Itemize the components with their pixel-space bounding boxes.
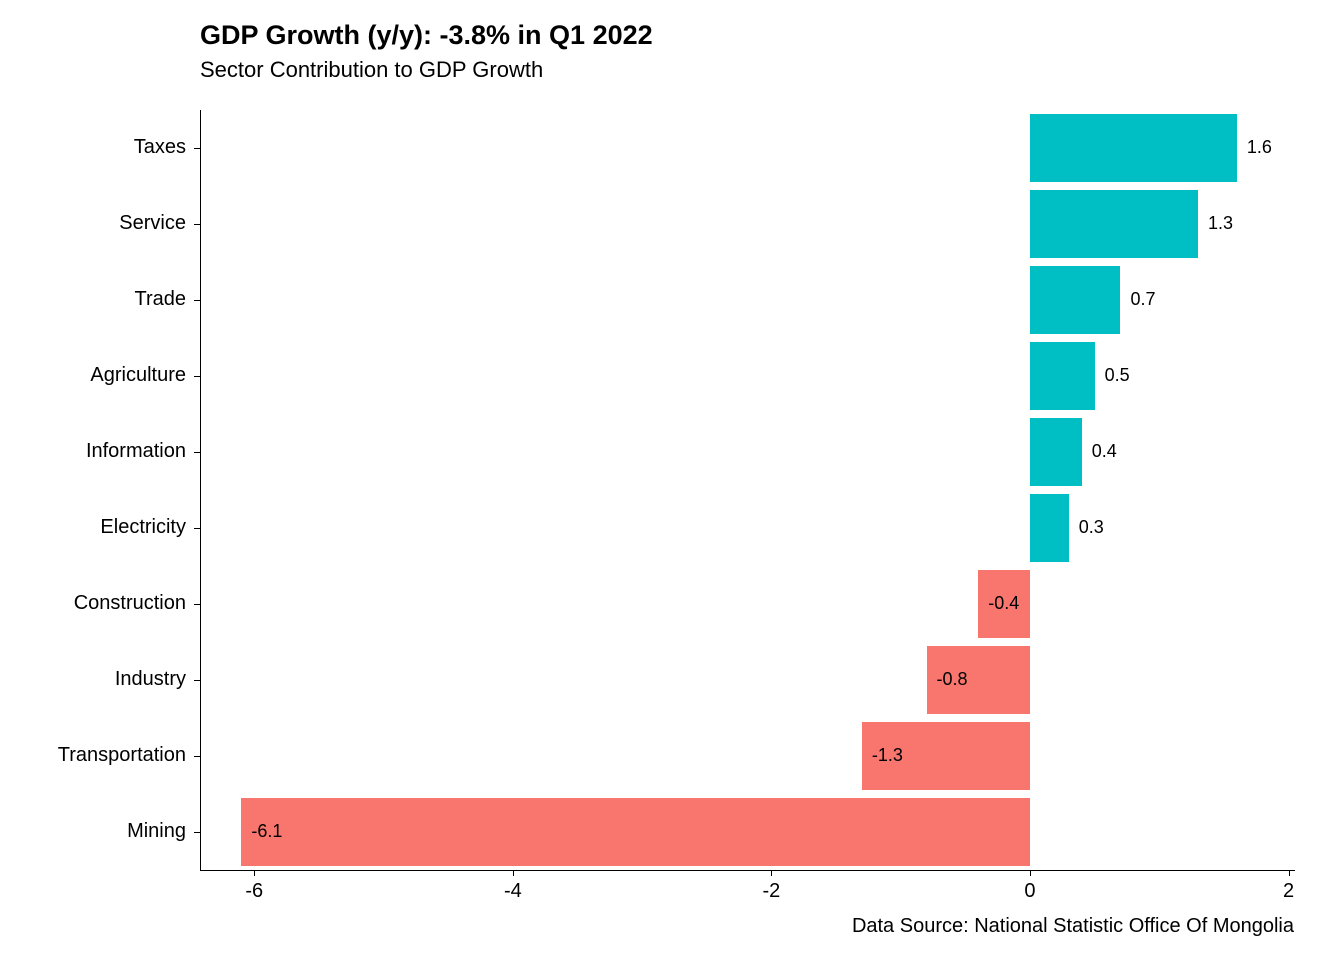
bar-value-label: -6.1 [251,821,282,842]
x-tick-mark [1289,870,1290,876]
bar [1030,342,1095,410]
bar-value-label: -0.8 [937,669,968,690]
bar-value-label: -1.3 [872,745,903,766]
x-tick-label: 0 [980,880,1080,903]
y-tick-mark [194,528,200,529]
x-tick-label: 2 [1239,880,1339,903]
chart-title: GDP Growth (y/y): -3.8% in Q1 2022 [200,20,653,51]
x-tick-mark [254,870,255,876]
y-tick-label: Construction [0,592,186,615]
y-tick-mark [194,148,200,149]
x-tick-mark [513,870,514,876]
y-tick-mark [194,832,200,833]
y-tick-mark [194,300,200,301]
bar [1030,190,1198,258]
bar [1030,114,1237,182]
x-tick-mark [771,870,772,876]
bar [1030,418,1082,486]
y-tick-mark [194,756,200,757]
bar [1030,494,1069,562]
bar-value-label: 0.3 [1079,517,1104,538]
y-tick-mark [194,224,200,225]
gdp-sector-chart: GDP Growth (y/y): -3.8% in Q1 2022 Secto… [0,0,1344,960]
chart-subtitle: Sector Contribution to GDP Growth [200,57,543,83]
y-tick-label: Trade [0,288,186,311]
x-tick-label: -4 [463,880,563,903]
bar [241,798,1030,866]
y-tick-label: Service [0,212,186,235]
y-tick-mark [194,680,200,681]
bar-value-label: 1.3 [1208,213,1233,234]
x-tick-label: -6 [204,880,304,903]
y-tick-label: Mining [0,820,186,843]
x-tick-mark [1030,870,1031,876]
y-tick-label: Information [0,440,186,463]
y-tick-mark [194,376,200,377]
y-tick-label: Industry [0,668,186,691]
x-axis-line [200,870,1295,871]
bar-value-label: 0.4 [1092,441,1117,462]
chart-caption: Data Source: National Statistic Office O… [852,915,1294,938]
bar-value-label: 1.6 [1247,137,1272,158]
bar-value-label: -0.4 [988,593,1019,614]
y-tick-mark [194,604,200,605]
y-tick-label: Taxes [0,136,186,159]
y-axis-line [200,110,201,870]
bar [1030,266,1120,334]
bar-value-label: 0.5 [1105,365,1130,386]
x-tick-label: -2 [721,880,821,903]
y-tick-label: Electricity [0,516,186,539]
y-tick-label: Transportation [0,744,186,767]
y-tick-label: Agriculture [0,364,186,387]
bar-value-label: 0.7 [1130,289,1155,310]
y-tick-mark [194,452,200,453]
